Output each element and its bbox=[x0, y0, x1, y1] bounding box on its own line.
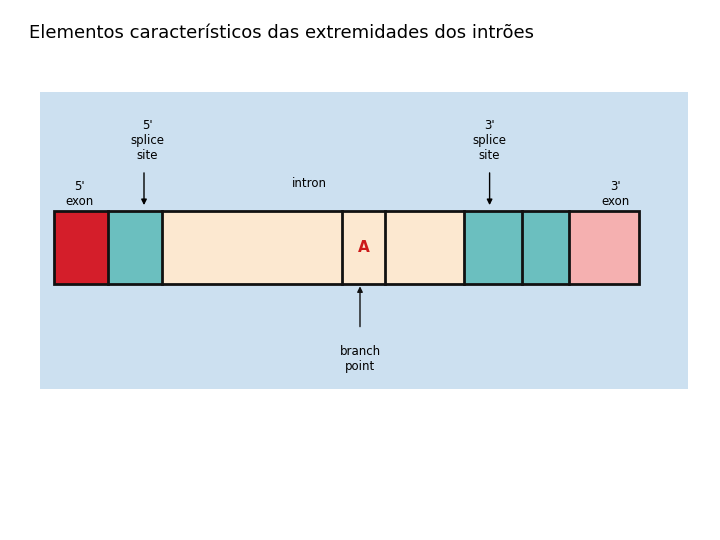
Text: 3'
splice
site: 3' splice site bbox=[472, 119, 507, 162]
Text: 5'
exon: 5' exon bbox=[65, 180, 94, 208]
Bar bbox=[54, 211, 639, 284]
Text: GU: GU bbox=[122, 240, 148, 254]
Bar bbox=[54, 211, 108, 284]
Text: intron: intron bbox=[292, 177, 327, 190]
Bar bbox=[385, 211, 464, 284]
Bar bbox=[162, 211, 342, 284]
Bar bbox=[108, 211, 162, 284]
FancyBboxPatch shape bbox=[40, 92, 688, 389]
Text: Elementos característicos das extremidades dos intrões: Elementos característicos das extremidad… bbox=[29, 24, 534, 42]
Text: 5'
splice
site: 5' splice site bbox=[130, 119, 165, 162]
Text: AG: AG bbox=[481, 240, 505, 254]
Bar bbox=[464, 211, 522, 284]
Text: 3'
exon: 3' exon bbox=[601, 180, 630, 208]
Bar bbox=[342, 211, 385, 284]
Text: branch
point: branch point bbox=[339, 345, 381, 373]
Text: A: A bbox=[358, 240, 369, 254]
Bar bbox=[522, 211, 569, 284]
Bar bbox=[569, 211, 639, 284]
